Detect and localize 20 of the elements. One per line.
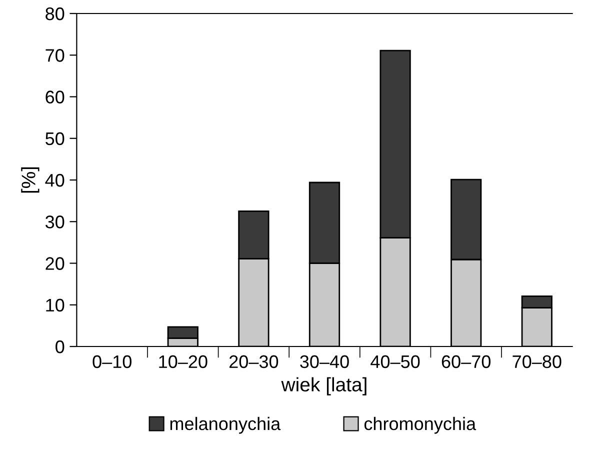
x-tick-label: 0–10 <box>92 355 132 368</box>
y-tick-label: 40 <box>45 174 64 187</box>
x-axis-title: wiek [lata] <box>281 377 366 396</box>
y-tick-label: 20 <box>46 257 64 270</box>
y-tick-label: 50 <box>46 132 64 146</box>
y-tick-label: 70 <box>46 49 64 62</box>
legend-label: chromonychia <box>364 416 476 434</box>
x-tick-label: 60–70 <box>442 355 490 368</box>
y-tick-label: 30 <box>46 216 64 228</box>
x-tick-label: 70–80 <box>512 355 562 368</box>
x-tick-label: 10–20 <box>159 355 208 368</box>
y-tick-label: 80 <box>46 7 64 20</box>
y-tick-label: 0 <box>56 340 64 354</box>
legend-label: melanonychia <box>170 416 281 434</box>
y-tick-label: 60 <box>46 90 64 104</box>
x-tick-label: 40–50 <box>370 355 420 368</box>
y-axis-title: [%] <box>21 167 40 193</box>
x-tick-label: 30–40 <box>300 355 349 368</box>
x-tick-label: 20–30 <box>230 355 278 368</box>
y-tick-label: 10 <box>46 298 64 312</box>
